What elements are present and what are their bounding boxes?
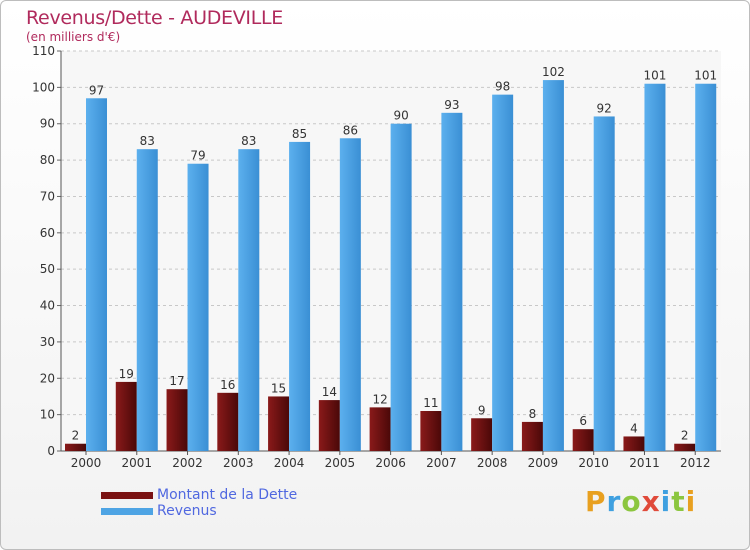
chart-title: Revenus/Dette - AUDEVILLE: [26, 7, 284, 29]
bar-dette: [369, 407, 391, 451]
x-tick-label: 2010: [578, 456, 609, 470]
x-tick-label: 2012: [680, 456, 711, 470]
bar-dette: [471, 418, 493, 451]
bar-dette: [318, 400, 340, 451]
legend-label-revenus: Revenus: [157, 503, 217, 519]
data-label-dette: 8: [529, 407, 537, 421]
data-label-revenus: 102: [542, 65, 565, 79]
y-tick-label: 100: [32, 80, 55, 94]
bar-revenus: [339, 138, 361, 452]
y-tick-label: 0: [47, 444, 55, 458]
x-tick-label: 2006: [375, 456, 406, 470]
data-label-dette: 16: [220, 378, 235, 392]
logo-letter: o: [621, 485, 642, 518]
data-label-dette: 19: [119, 367, 134, 381]
x-tick-label: 2007: [426, 456, 457, 470]
bar-revenus: [289, 141, 311, 451]
bar-revenus: [187, 163, 209, 451]
bar-dette: [115, 381, 137, 451]
data-label-dette: 2: [72, 429, 80, 443]
data-label-revenus: 85: [292, 127, 307, 141]
legend-item-revenus: Revenus: [101, 503, 297, 519]
data-label-revenus: 83: [241, 134, 256, 148]
data-label-dette: 14: [322, 385, 337, 399]
x-tick-label: 2011: [629, 456, 660, 470]
y-tick-label: 30: [40, 335, 55, 349]
data-label-revenus: 97: [89, 83, 104, 97]
bar-revenus: [86, 98, 107, 451]
bar-dette: [65, 443, 86, 451]
bar-dette: [166, 389, 188, 451]
x-tick-label: 2002: [172, 456, 203, 470]
y-tick-label: 20: [40, 371, 55, 385]
data-label-revenus: 93: [444, 98, 459, 112]
x-tick-label: 2009: [528, 456, 559, 470]
bar-revenus: [136, 149, 158, 451]
bar-revenus: [695, 83, 717, 452]
y-tick-label: 50: [40, 262, 55, 276]
bar-dette: [420, 411, 442, 451]
data-label-revenus: 98: [495, 80, 510, 94]
y-tick-label: 70: [40, 189, 55, 203]
logo-letter: t: [671, 485, 686, 518]
bar-revenus: [644, 83, 666, 452]
data-label-revenus: 83: [140, 134, 155, 148]
data-label-revenus: 90: [393, 109, 408, 123]
data-label-dette: 15: [271, 381, 286, 395]
y-tick-label: 90: [40, 117, 55, 131]
y-tick-label: 60: [40, 226, 55, 240]
data-label-dette: 11: [423, 396, 438, 410]
x-tick-label: 2001: [121, 456, 152, 470]
bar-dette: [217, 392, 239, 451]
x-tick-label: 2003: [223, 456, 254, 470]
x-tick-label: 2004: [274, 456, 305, 470]
y-tick-label: 10: [40, 408, 55, 422]
data-label-dette: 9: [478, 403, 486, 417]
bar-revenus: [542, 80, 564, 451]
legend: Montant de la Dette Revenus: [101, 487, 297, 519]
data-label-dette: 12: [372, 392, 387, 406]
bar-revenus: [492, 94, 514, 452]
proxiti-logo: Proxiti: [585, 485, 696, 518]
bar-dette: [674, 443, 696, 451]
logo-letter: P: [585, 485, 607, 518]
data-label-dette: 17: [169, 374, 184, 388]
bar-revenus: [441, 112, 463, 452]
data-label-dette: 2: [681, 429, 689, 443]
x-tick-label: 2008: [477, 456, 508, 470]
bar-revenus: [238, 149, 260, 451]
data-label-revenus: 86: [343, 123, 358, 137]
legend-item-dette: Montant de la Dette: [101, 487, 297, 503]
logo-letter: r: [606, 485, 622, 518]
data-label-revenus: 92: [597, 101, 612, 115]
y-tick-label: 80: [40, 153, 55, 167]
bar-dette: [572, 429, 594, 451]
data-label-dette: 6: [579, 414, 587, 428]
legend-label-dette: Montant de la Dette: [157, 487, 298, 503]
x-tick-label: 2000: [71, 456, 102, 470]
x-tick-label: 2005: [325, 456, 356, 470]
data-label-revenus: 101: [694, 69, 717, 83]
data-label-dette: 4: [630, 421, 638, 435]
data-label-revenus: 79: [190, 149, 205, 163]
y-tick-label: 110: [32, 44, 55, 58]
bar-revenus: [390, 123, 412, 452]
bar-dette: [623, 436, 645, 451]
logo-letter: i: [660, 485, 672, 518]
bar-dette: [521, 421, 543, 451]
logo-letter: x: [641, 485, 661, 518]
chart-subtitle: (en milliers d'€): [26, 30, 121, 44]
logo-letter: i: [685, 485, 697, 518]
data-label-revenus: 101: [644, 69, 667, 83]
bar-dette: [268, 396, 290, 451]
legend-swatch-dette: [101, 491, 153, 499]
y-tick-label: 40: [40, 299, 55, 313]
bar-revenus: [593, 116, 615, 452]
legend-swatch-revenus: [101, 507, 153, 515]
